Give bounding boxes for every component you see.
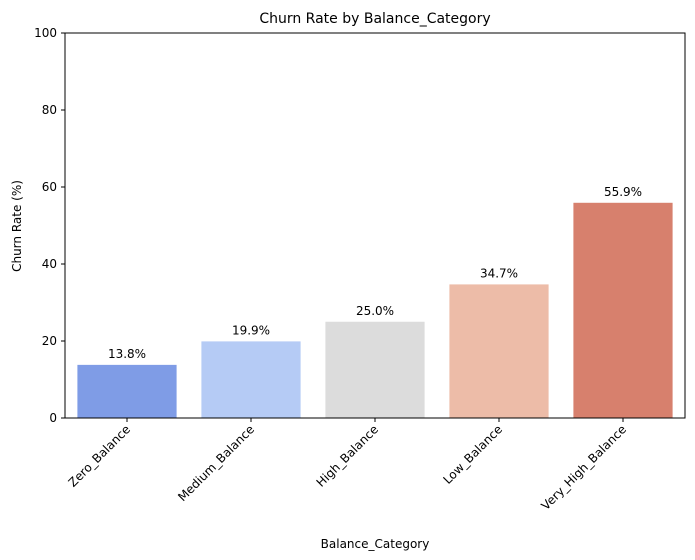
y-tick-label: 40	[42, 257, 57, 271]
y-axis-label: Churn Rate (%)	[10, 180, 24, 272]
x-axis-label: Balance_Category	[321, 537, 430, 551]
y-tick-label: 80	[42, 103, 57, 117]
bar-medium-balance	[201, 341, 301, 418]
bar-value-label: 25.0%	[356, 304, 394, 318]
plot-area: 13.8% 19.9% 25.0% 34.7% 55.9%	[77, 185, 673, 418]
x-tick-label: Zero_Balance	[66, 422, 134, 490]
x-tick-label: Very_High_Balance	[539, 422, 630, 513]
y-tick-label: 20	[42, 334, 57, 348]
y-axis: 0 20 40 60 80 100	[34, 26, 65, 425]
x-tick-label: High_Balance	[314, 422, 381, 489]
chart-title: Churn Rate by Balance_Category	[259, 11, 490, 27]
bar-high-balance	[325, 321, 425, 418]
bar-low-balance	[449, 284, 549, 418]
bar-value-label: 34.7%	[480, 266, 518, 280]
y-tick-label: 60	[42, 180, 57, 194]
x-axis: Zero_Balance Medium_Balance High_Balance Lo…	[66, 418, 630, 513]
x-tick-label: Low_Balance	[440, 422, 505, 487]
bar-value-label: 13.8%	[108, 347, 146, 361]
x-tick-label: Medium_Balance	[175, 422, 257, 504]
bar-very-high-balance	[573, 202, 673, 418]
bar-value-label: 55.9%	[604, 185, 642, 199]
y-tick-label: 100	[34, 26, 57, 40]
y-tick-label: 0	[49, 411, 57, 425]
bar-zero-balance	[77, 364, 177, 418]
plot-frame	[64, 32, 686, 419]
bar-value-label: 19.9%	[232, 323, 270, 337]
